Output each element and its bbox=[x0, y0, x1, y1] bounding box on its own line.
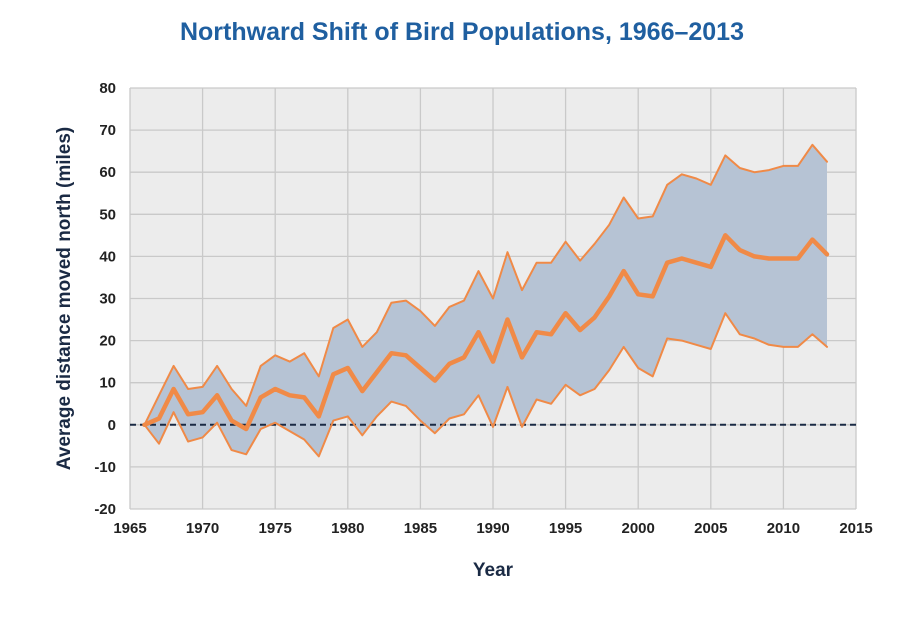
average-line bbox=[142, 233, 830, 432]
y-axis-title: Average distance moved north (miles) bbox=[54, 127, 75, 471]
y-tick-label: 0 bbox=[108, 417, 116, 434]
y-tick-label: 20 bbox=[99, 333, 116, 350]
x-tick-label: 1970 bbox=[186, 520, 219, 537]
y-tick-label: -20 bbox=[94, 501, 116, 518]
lower-bound-line bbox=[143, 312, 828, 458]
x-tick-labels: 1965 1970 1975 1980 1985 1990 1995 2000 2005 2010… bbox=[113, 520, 872, 537]
y-tick-label: 50 bbox=[99, 206, 116, 223]
x-tick-label: 2000 bbox=[622, 520, 655, 537]
y-tick-label: 30 bbox=[99, 291, 116, 308]
x-tick-label: 1965 bbox=[113, 520, 146, 537]
x-tick-label: 1995 bbox=[549, 520, 582, 537]
x-tick-label: 1980 bbox=[331, 520, 364, 537]
x-tick-label: 1975 bbox=[259, 520, 292, 537]
chart-title: Northward Shift of Bird Populations, 196… bbox=[179, 18, 744, 46]
x-tick-label: 1985 bbox=[404, 520, 437, 537]
y-tick-label: -10 bbox=[94, 459, 116, 476]
x-tick-label: 2005 bbox=[694, 520, 727, 537]
x-tick-label: 2010 bbox=[767, 520, 800, 537]
x-tick-label: 1990 bbox=[476, 520, 509, 537]
y-tick-label: 10 bbox=[99, 375, 116, 392]
y-tick-label: 80 bbox=[99, 80, 116, 97]
y-tick-labels: -20 -10 0 10 20 30 40 50 60 70 80 bbox=[94, 80, 116, 518]
range-band bbox=[144, 144, 827, 457]
y-tick-label: 60 bbox=[99, 164, 116, 181]
upper-bound-line bbox=[143, 143, 828, 426]
x-tick-label: 2015 bbox=[839, 520, 872, 537]
y-tick-label: 40 bbox=[99, 248, 116, 265]
y-tick-label: 70 bbox=[99, 122, 116, 139]
x-axis-title: Year bbox=[473, 560, 514, 581]
